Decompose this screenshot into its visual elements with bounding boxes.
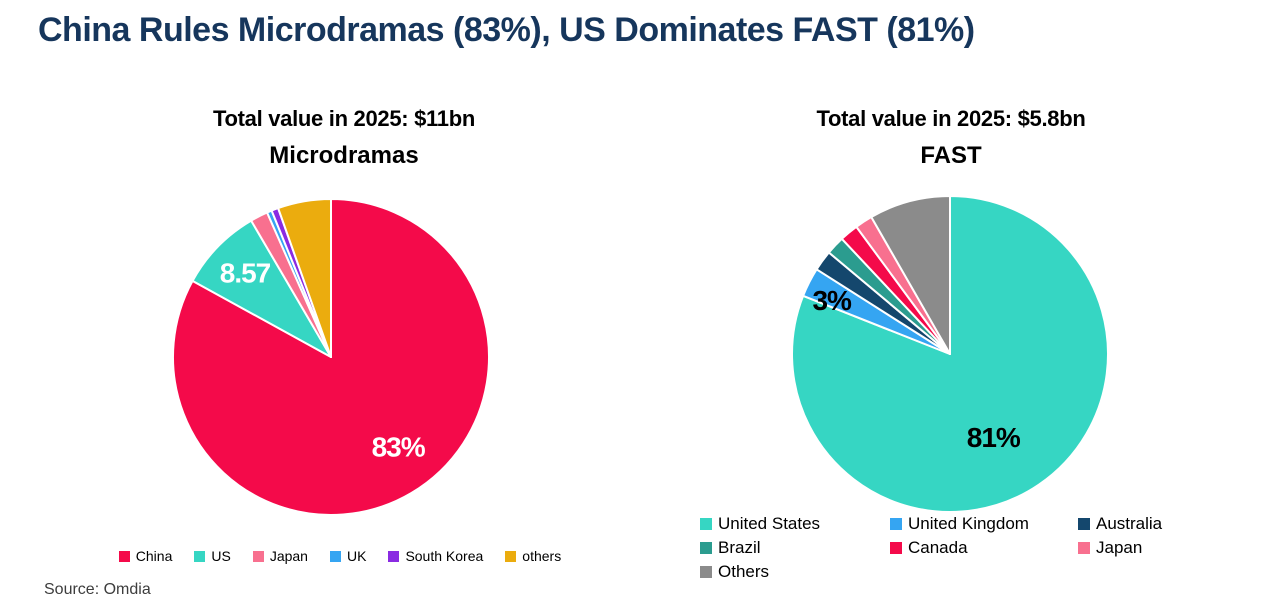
legend-swatch-others	[505, 550, 517, 562]
pie-slice-us	[191, 219, 332, 358]
legend-label-china: China	[135, 548, 173, 564]
data-label-china: 83%	[372, 431, 426, 462]
legend-label-japan: Japan	[269, 548, 308, 564]
legend-swatch-japan	[252, 550, 264, 562]
fast-total-value: Total value in 2025: $5.8bn	[816, 106, 1086, 131]
legend-label-united-kingdom: United Kingdom	[908, 514, 1029, 533]
legend-label-us: US	[211, 548, 231, 564]
fast-legend: United States United Kingdom Australia Braz…	[700, 512, 1200, 584]
legend-item-south-korea: South Korea	[388, 548, 483, 564]
legend-swatch-japan	[1078, 542, 1090, 554]
legend-swatch-others	[700, 566, 712, 578]
legend-label-others: Others	[718, 562, 770, 581]
microdramas-chart-title: Microdramas	[269, 142, 419, 169]
legend-label-australia: Australia	[1096, 514, 1163, 533]
fast-chart-title: FAST	[920, 142, 982, 169]
legend-label-japan: Japan	[1096, 538, 1143, 557]
legend-item-united-states: United States	[700, 514, 890, 534]
legend-swatch-united-states	[700, 518, 712, 530]
legend-label-others: others	[522, 548, 562, 564]
legend-item-uk: UK	[329, 548, 367, 564]
legend-swatch-uk	[329, 550, 341, 562]
legend-item-others: Others	[700, 562, 890, 582]
legend-swatch-china	[118, 550, 130, 562]
microdramas-pie-chart: 83% 8.57	[172, 198, 490, 516]
legend-item-japan: Japan	[1078, 538, 1200, 558]
slide-title: China Rules Microdramas (83%), US Domina…	[38, 11, 975, 49]
legend-swatch-canada	[890, 542, 902, 554]
microdramas-legend: China US Japan UK South Korea others	[60, 548, 620, 564]
legend-label-brazil: Brazil	[718, 538, 761, 557]
legend-label-canada: Canada	[908, 538, 968, 557]
data-label-united-states: 81%	[967, 422, 1021, 453]
microdramas-total-value: Total value in 2025: $11bn	[212, 106, 475, 131]
legend-swatch-south-korea	[388, 550, 400, 562]
source-note: Source: Omdia	[44, 581, 151, 598]
legend-item-china: China	[118, 548, 173, 564]
legend-swatch-brazil	[700, 542, 712, 554]
legend-swatch-united-kingdom	[890, 518, 902, 530]
legend-label-uk: UK	[346, 548, 367, 564]
data-label-us: 8.57	[220, 258, 271, 289]
legend-label-south-korea: South Korea	[405, 548, 484, 564]
legend-item-united-kingdom: United Kingdom	[890, 514, 1078, 534]
legend-item-japan: Japan	[252, 548, 308, 564]
legend-swatch-us	[194, 550, 206, 562]
legend-item-others: others	[505, 548, 561, 564]
pie-slice-others	[277, 198, 332, 358]
legend-item-brazil: Brazil	[700, 538, 890, 558]
legend-item-canada: Canada	[890, 538, 1078, 558]
legend-swatch-australia	[1078, 518, 1090, 530]
data-label-united-kingdom: 3%	[812, 285, 852, 316]
legend-label-united-states: United States	[718, 514, 821, 533]
legend-item-us: US	[194, 548, 231, 564]
fast-pie-chart: 81% 3%	[791, 195, 1109, 513]
legend-item-australia: Australia	[1078, 514, 1200, 534]
pie-slice-others	[870, 195, 951, 355]
